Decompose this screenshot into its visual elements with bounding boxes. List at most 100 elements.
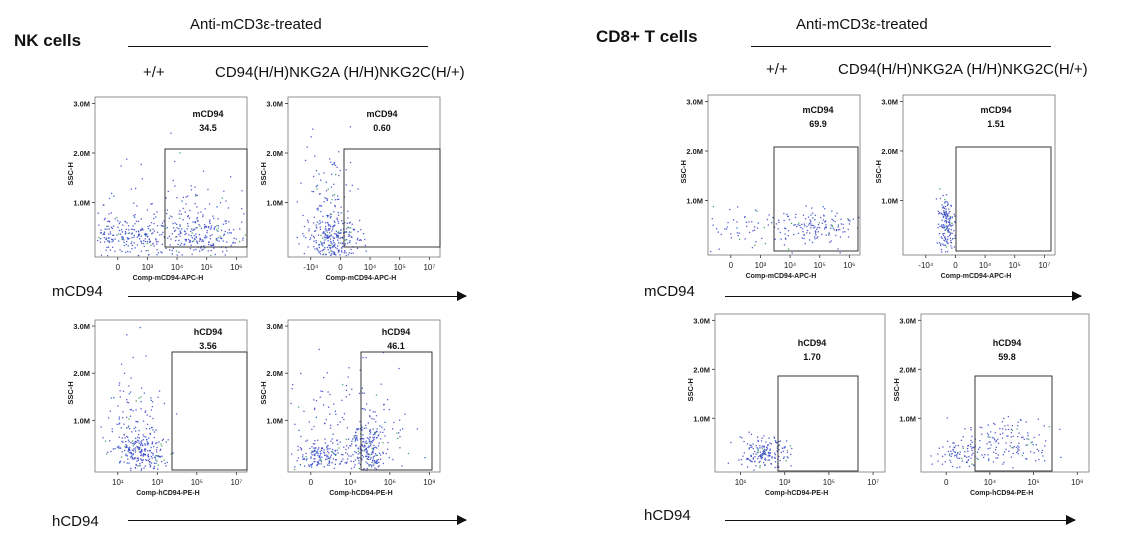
event-dot [174,185,176,187]
event-dot [224,230,226,233]
nk-row1-arrow [128,291,467,301]
event-dot [820,216,822,219]
event-dot [134,440,136,443]
event-dot [299,464,301,466]
event-dot [375,454,377,456]
event-dot [832,227,834,229]
event-dot [332,194,334,197]
event-dot [374,467,376,469]
event-dot [374,433,376,435]
event-dot [377,459,380,461]
event-dot [129,415,132,417]
gate-value: 34.5 [199,123,217,133]
event-dot [1005,448,1007,450]
event-dot [190,189,193,191]
event-dot [416,428,418,430]
event-dot [119,447,121,449]
event-dot [138,446,140,448]
event-dot [153,431,156,433]
event-dot [774,466,776,469]
event-dot [321,221,324,223]
event-dot [366,453,368,455]
event-dot [137,446,139,448]
event-dot [769,449,771,451]
event-dot [329,413,331,415]
event-dot [200,227,203,230]
event-dot [364,238,366,241]
plot-frame [714,313,886,473]
event-dot [337,237,339,239]
event-dot [938,212,941,214]
y-axis-label: SSC-H [66,162,75,185]
event-dot [842,223,844,226]
event-dot [194,186,196,188]
event-dot [950,205,952,207]
event-dot [330,242,332,244]
event-dot [213,247,215,249]
event-dot [371,447,373,450]
event-dot [351,236,353,239]
event-dot [776,466,778,468]
event-dot [179,244,182,246]
event-dot [197,212,199,214]
event-dot [945,222,947,224]
event-dot [179,224,181,226]
event-dot [940,244,942,247]
event-dot [355,452,357,454]
event-dot [808,239,811,241]
event-dot [814,230,816,232]
event-dot [197,242,199,244]
event-dot [133,229,136,231]
event-dot [318,463,320,465]
event-dot [330,424,332,426]
event-dot [328,406,330,408]
event-dot [762,452,765,454]
event-dot [327,249,329,251]
event-dot [377,466,379,468]
event-dot [964,428,966,430]
event-dot [1010,428,1013,431]
event-dot [141,229,143,231]
event-dot [350,227,352,229]
event-dot [970,439,972,442]
event-dot [814,226,816,228]
event-dot [766,448,768,450]
event-dot [824,228,826,230]
event-dot [790,222,793,224]
event-dot [341,416,344,419]
event-dot [349,445,351,447]
event-dot [763,448,766,451]
event-dot [127,238,129,240]
event-dot [198,240,201,242]
event-dot [950,241,952,243]
event-dot [175,236,177,238]
event-dot [356,239,358,241]
event-dot [131,442,134,445]
event-dot [946,220,948,223]
event-dot [156,451,158,453]
event-dot [945,251,947,253]
event-dot [771,457,773,459]
event-dot [1010,456,1012,458]
gate-name: mCD94 [802,105,833,115]
event-dot [334,410,336,412]
gate-name: hCD94 [194,327,223,337]
event-dot [130,442,132,444]
event-dot [803,223,805,225]
event-dot [343,252,345,254]
event-dot [156,243,158,245]
event-dot [193,235,195,237]
event-dot [139,444,142,446]
event-dot [337,222,340,224]
event-dot [116,446,119,448]
event-dot [750,454,752,456]
event-dot [355,432,357,434]
event-dot [1002,454,1004,456]
event-dot [319,450,321,452]
event-dot [986,432,989,435]
event-dot [349,161,352,164]
event-dot [1002,432,1004,434]
event-dot [757,439,759,442]
event-dot [335,453,337,456]
event-dot [944,211,946,214]
